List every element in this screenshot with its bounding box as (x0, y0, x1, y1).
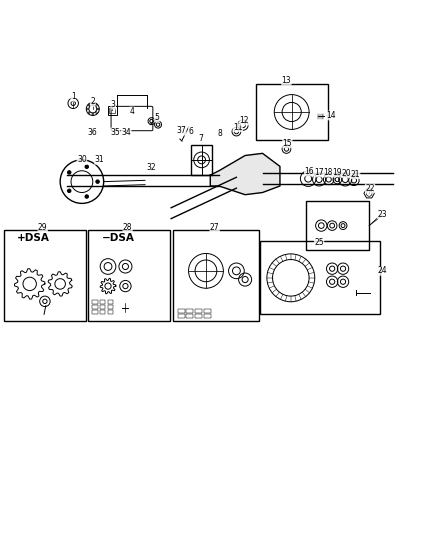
Text: 6: 6 (188, 127, 193, 136)
Bar (92, 310, 98, 314)
Bar (108, 107, 117, 115)
Circle shape (67, 171, 71, 174)
Text: 34: 34 (121, 128, 131, 138)
Bar (92, 305, 98, 309)
Text: 24: 24 (378, 266, 387, 276)
Bar (92, 300, 98, 304)
Text: 35: 35 (110, 128, 120, 137)
Text: 7: 7 (198, 134, 203, 143)
Bar (88, 230, 170, 321)
Text: 25: 25 (314, 238, 324, 247)
Text: 27: 27 (210, 223, 219, 232)
Bar (178, 309, 185, 313)
Circle shape (96, 180, 99, 183)
Text: 14: 14 (326, 111, 336, 120)
Text: 30: 30 (77, 156, 87, 164)
Bar (100, 310, 106, 314)
Text: 3: 3 (111, 100, 116, 109)
Text: 16: 16 (304, 167, 314, 176)
Bar (100, 305, 106, 309)
Circle shape (85, 195, 88, 198)
Bar (195, 309, 202, 313)
Bar (178, 314, 185, 318)
Bar (306, 201, 369, 250)
Bar (108, 310, 113, 314)
Bar (173, 230, 259, 321)
Bar (186, 309, 193, 313)
Text: 21: 21 (350, 169, 360, 179)
Bar (191, 144, 212, 175)
Text: 37: 37 (176, 126, 186, 135)
Circle shape (85, 165, 88, 168)
Text: 11: 11 (233, 123, 243, 132)
Text: 18: 18 (324, 168, 333, 177)
Text: 5: 5 (154, 113, 159, 122)
Text: 32: 32 (147, 163, 156, 172)
Text: 8: 8 (218, 130, 223, 138)
Polygon shape (210, 154, 280, 195)
Text: 4: 4 (130, 107, 134, 116)
Bar (100, 300, 106, 304)
Text: 22: 22 (365, 184, 375, 193)
Text: 13: 13 (282, 76, 291, 85)
Bar (186, 314, 193, 318)
Text: 23: 23 (378, 210, 387, 219)
Text: 17: 17 (314, 168, 324, 177)
Bar (204, 309, 211, 313)
Bar (204, 314, 211, 318)
Text: 28: 28 (123, 223, 132, 232)
Text: 29: 29 (38, 223, 48, 232)
Circle shape (67, 189, 71, 192)
Text: 20: 20 (342, 169, 351, 178)
Bar (260, 241, 380, 314)
Text: 19: 19 (332, 168, 342, 177)
Text: 2: 2 (90, 98, 95, 107)
Bar (108, 300, 113, 304)
Text: 36: 36 (87, 128, 97, 137)
Text: −DSA: −DSA (102, 233, 134, 243)
Text: +DSA: +DSA (17, 233, 49, 243)
Text: 1: 1 (71, 92, 76, 101)
Bar (4, 230, 86, 321)
Bar (195, 314, 202, 318)
Text: 15: 15 (283, 139, 292, 148)
Text: 31: 31 (95, 156, 104, 164)
Bar (108, 305, 113, 309)
Text: 12: 12 (240, 116, 249, 125)
Bar (256, 84, 328, 140)
Bar (110, 108, 115, 114)
